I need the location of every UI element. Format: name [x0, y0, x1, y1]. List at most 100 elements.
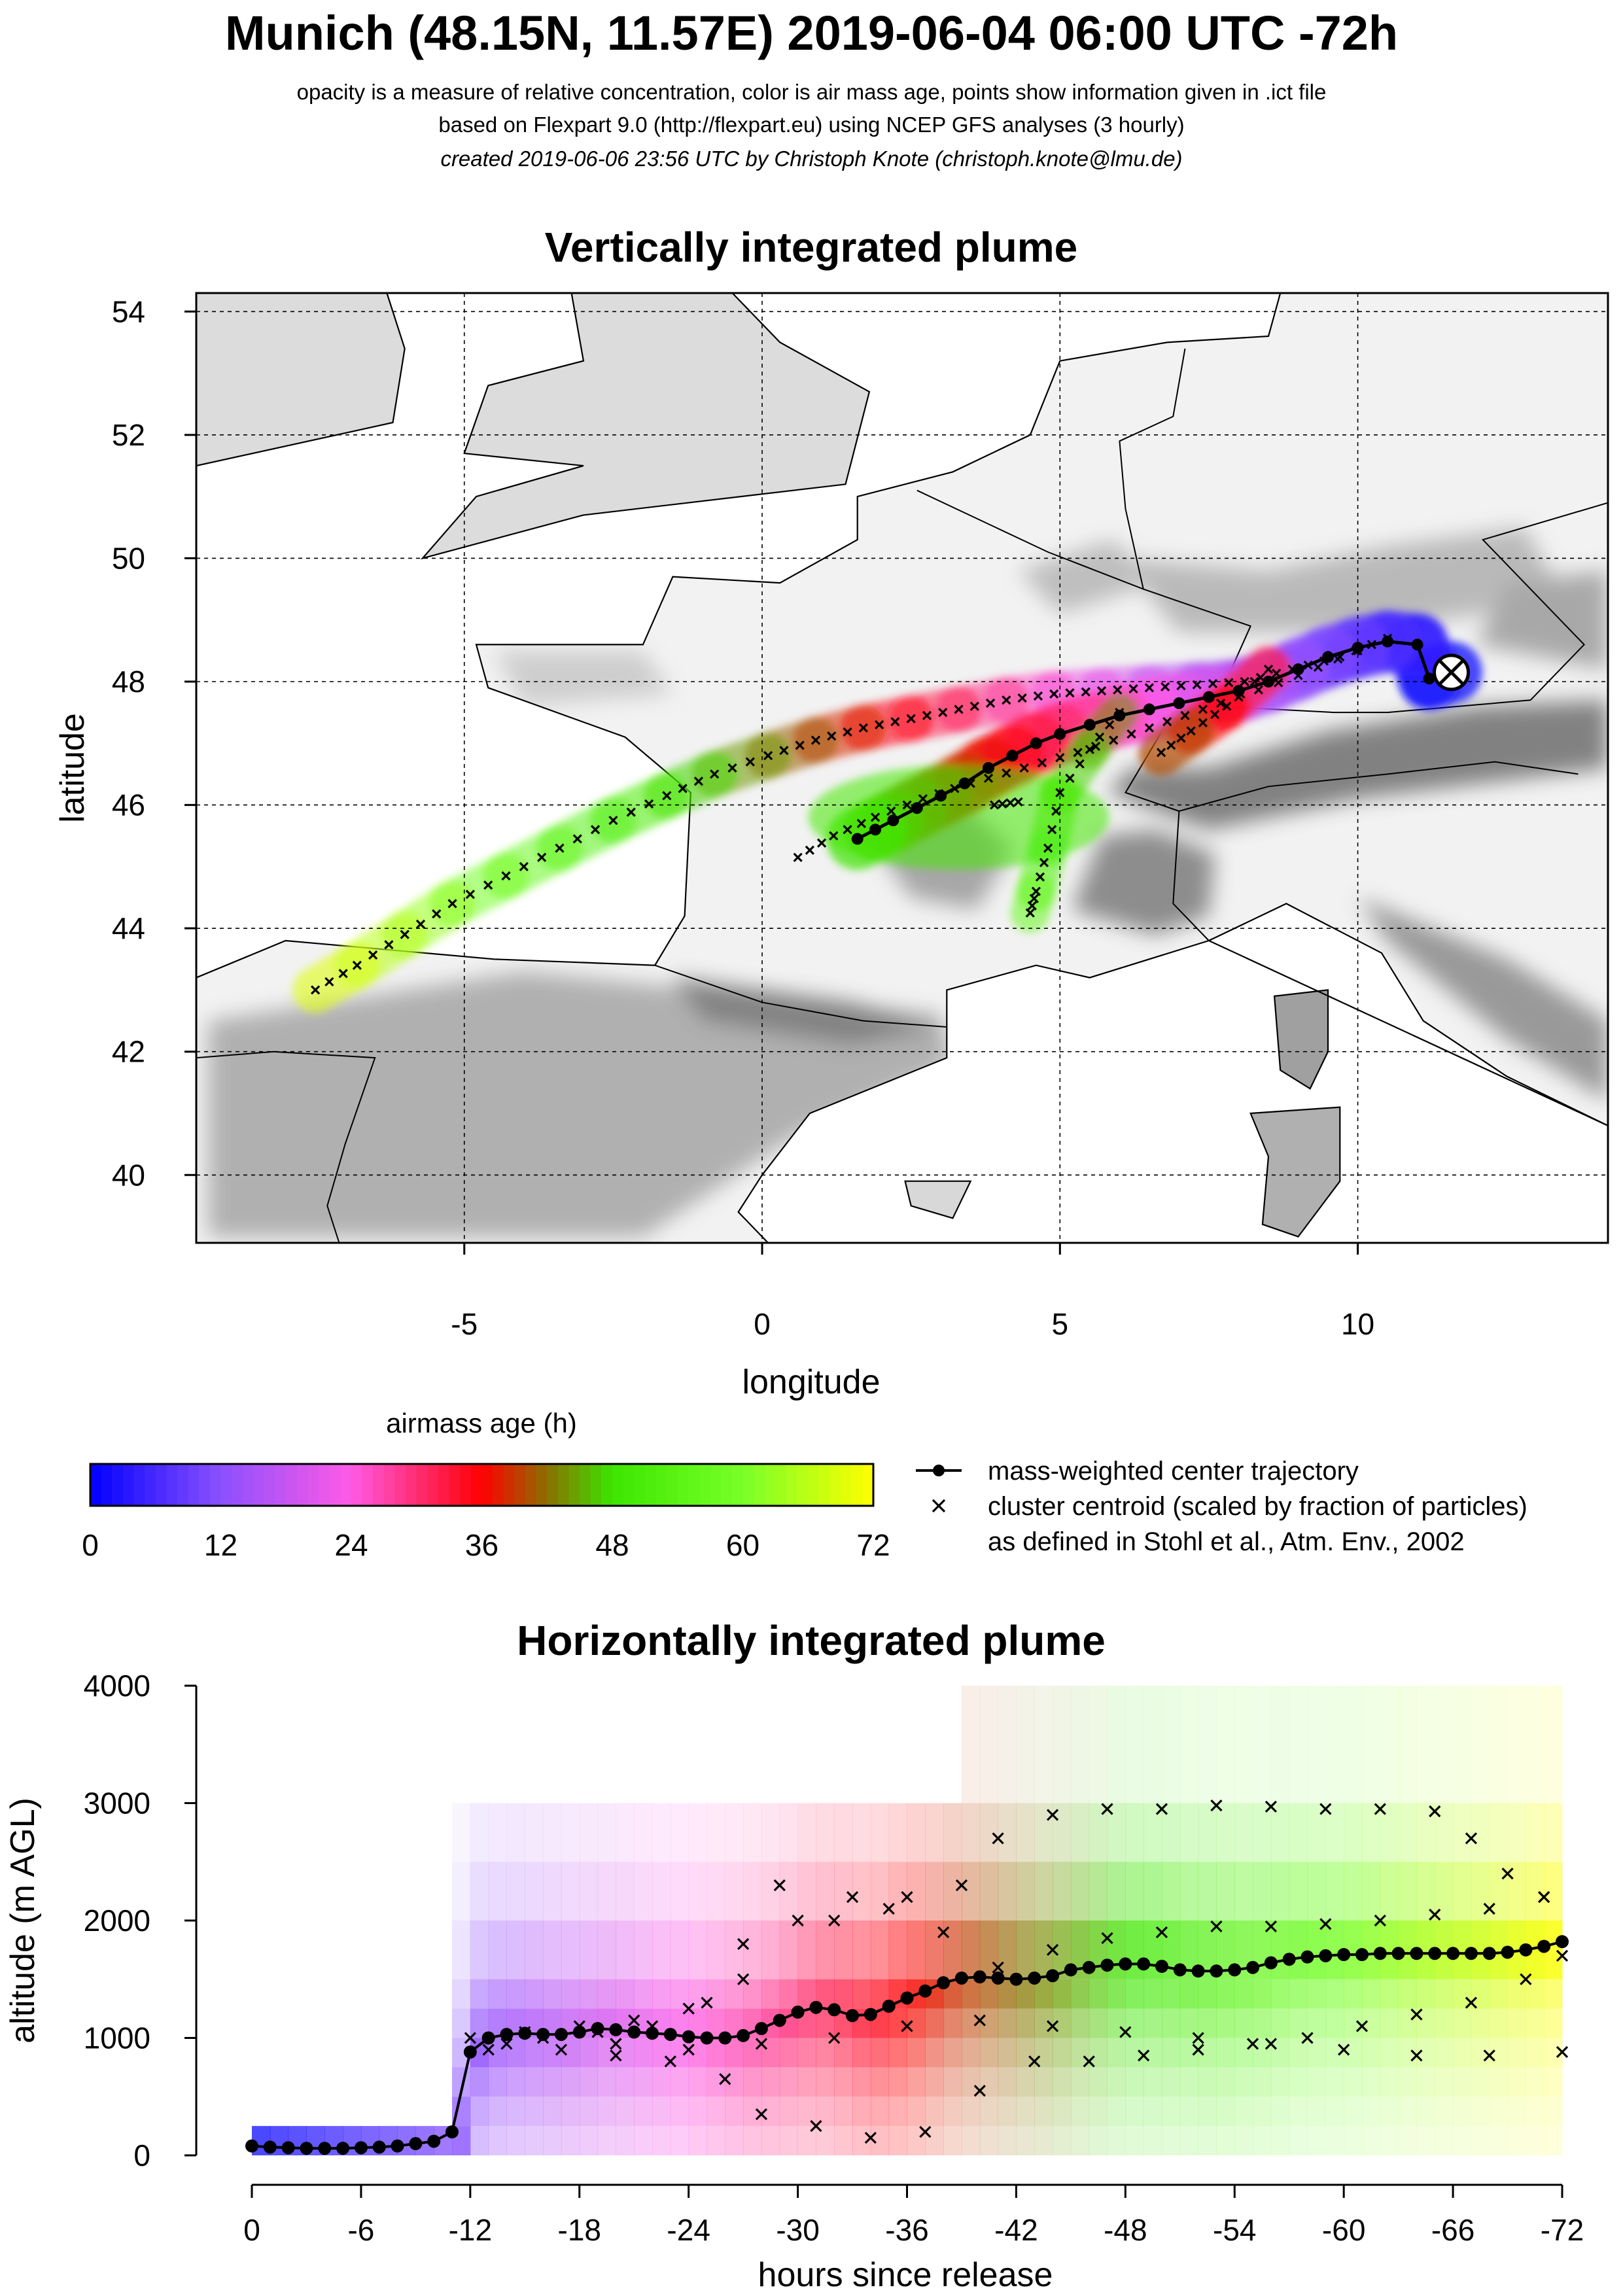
altitude-x-tick-label: -72 — [1541, 2213, 1584, 2247]
altitude-cell — [998, 2008, 1017, 2038]
altitude-center-point — [263, 2140, 277, 2154]
altitude-cell — [1234, 1803, 1253, 1862]
centroid-cross — [998, 799, 1007, 809]
centroid-cross — [983, 773, 994, 783]
altitude-cell — [1526, 2008, 1544, 2038]
altitude-cell — [1234, 1862, 1253, 1921]
altitude-cell — [1070, 1686, 1090, 1803]
plume-band-rhone — [1010, 871, 1056, 933]
altitude-cell — [998, 1686, 1017, 1803]
altitude-cell — [652, 1921, 671, 1979]
altitude-cell — [979, 2038, 999, 2068]
altitude-cell — [688, 2096, 707, 2127]
altitude-centroid-cross — [1429, 1908, 1441, 1921]
centroid-cross — [1333, 654, 1343, 664]
altitude-cell — [525, 1862, 544, 1921]
altitude-cell — [1253, 1803, 1272, 1862]
altitude-cell — [1125, 2126, 1144, 2155]
colorbar-cell — [166, 1464, 178, 1506]
altitude-cell — [452, 1979, 471, 2009]
altitude-center-point — [1464, 1947, 1478, 1960]
altitude-y-tick-label: 2000 — [84, 1904, 150, 1938]
altitude-cell — [1325, 1862, 1344, 1921]
plume-band-west — [292, 942, 380, 1013]
altitude-cell — [943, 2008, 962, 2038]
altitude-cell — [1216, 2008, 1235, 2038]
altitude-cell — [1053, 2126, 1072, 2155]
altitude-cell — [1016, 2038, 1035, 2068]
altitude-center-point — [354, 2141, 368, 2155]
map-y-axis-label: latitude — [54, 713, 92, 823]
altitude-cell — [1307, 2126, 1326, 2155]
altitude-center-point — [900, 1991, 914, 2005]
altitude-cell — [1398, 1803, 1417, 1862]
centroid-cross — [432, 909, 442, 919]
altitude-cell — [961, 2038, 981, 2068]
altitude-cell — [1489, 2008, 1509, 2038]
centroid-cross — [693, 776, 704, 786]
centroid-cross — [779, 746, 789, 756]
y-tick-label: 50 — [112, 541, 145, 575]
colorbar-cell — [841, 1464, 852, 1506]
altitude-center-point — [554, 2028, 568, 2042]
altitude-center-point — [918, 1984, 932, 1998]
main-title: Munich (48.15N, 11.57E) 2019-06-04 06:00… — [224, 6, 1399, 60]
colorbar-cell — [220, 1464, 232, 1506]
colorbar-cell — [557, 1464, 570, 1506]
centroid-cross — [1025, 908, 1035, 918]
altitude-cell — [725, 2096, 744, 2127]
altitude-center-point — [1210, 1964, 1223, 1978]
altitude-center-point — [1046, 1969, 1060, 1983]
altitude-centroid-cross — [919, 2125, 932, 2138]
altitude-cell — [834, 2096, 853, 2127]
altitude-cell — [1034, 2038, 1053, 2068]
altitude-cell — [943, 2096, 962, 2127]
altitude-center-point — [882, 2000, 896, 2013]
altitude-cell — [1034, 2126, 1053, 2155]
center-trajectory-point — [1054, 728, 1066, 740]
center-trajectory-point — [887, 814, 899, 827]
altitude-center-point — [700, 2031, 714, 2045]
altitude-cell — [561, 1979, 580, 2009]
center-trajectory-point — [1030, 737, 1042, 750]
altitude-cell — [1270, 2096, 1290, 2127]
altitude-cell — [1270, 2126, 1290, 2155]
altitude-centroid-cross — [1374, 1803, 1386, 1815]
altitude-cell — [834, 2067, 853, 2097]
altitude-center-point — [1155, 1960, 1168, 1974]
altitude-center-point — [1519, 1943, 1533, 1957]
altitude-cell — [616, 1862, 635, 1921]
altitude-cell — [1435, 2008, 1454, 2038]
altitude-cell — [1344, 2126, 1363, 2155]
altitude-y-tick-label: 0 — [133, 2138, 150, 2172]
altitude-cell — [488, 1979, 507, 2009]
altitude-cell — [652, 1979, 671, 2009]
altitude-center-point — [427, 2134, 441, 2148]
colorbar-cell — [699, 1464, 711, 1506]
altitude-cell — [525, 2038, 544, 2068]
altitude-y-tick-label: 3000 — [84, 1786, 150, 1820]
centroid-cross — [1144, 683, 1155, 693]
altitude-cell — [797, 1862, 816, 1921]
centroid-cross — [795, 740, 805, 750]
centroid-cross — [465, 890, 475, 899]
centroid-cross — [1033, 691, 1043, 701]
centroid-cross — [1043, 843, 1053, 853]
altitude-center-point — [518, 2026, 532, 2040]
altitude-cell — [1161, 2008, 1181, 2038]
altitude-center-point — [591, 2022, 604, 2036]
altitude-center-point — [1300, 1950, 1314, 1964]
altitude-center-point — [536, 2028, 550, 2042]
altitude-cell — [652, 2096, 671, 2127]
altitude-center-point — [1119, 1957, 1132, 1971]
altitude-cell — [579, 2038, 599, 2068]
altitude-cell — [943, 2126, 962, 2155]
altitude-center-point — [1064, 1963, 1077, 1977]
altitude-cell — [1270, 1979, 1290, 2009]
altitude-cell — [1253, 1979, 1272, 2009]
centroid-cross — [1013, 797, 1023, 807]
altitude-cell — [834, 2038, 853, 2068]
center-trajectory-point — [1352, 642, 1364, 654]
centroid-cross — [1210, 710, 1220, 720]
altitude-cell — [852, 1979, 871, 2009]
